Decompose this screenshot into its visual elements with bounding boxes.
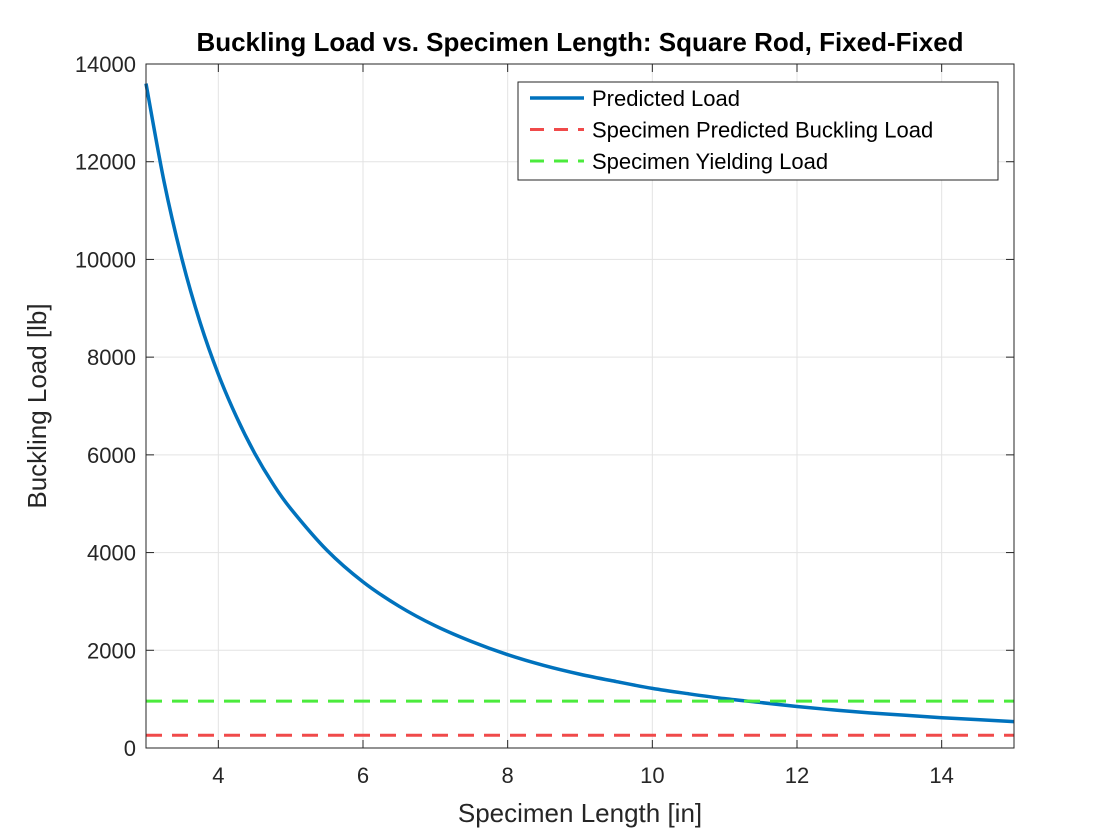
x-tick-label: 8 <box>502 763 514 788</box>
axes-box <box>145 63 1015 749</box>
x-axis-title: Specimen Length [in] <box>458 798 702 828</box>
x-tick-label: 4 <box>212 763 224 788</box>
x-tick-label: 14 <box>929 763 953 788</box>
legend-box <box>517 81 999 181</box>
y-tick-label: 2000 <box>87 638 136 663</box>
y-axis-title: Buckling Load [lb] <box>22 303 52 508</box>
axis-ticks: 4 6 8 10 12 14 0 2000 4000 6000 8000 10000 12000 1400… <box>75 52 1014 788</box>
y-tick-label: 8000 <box>87 345 136 370</box>
x-tick-label: 12 <box>785 763 809 788</box>
plot-series <box>144 83 1015 737</box>
x-tick-label: 6 <box>357 763 369 788</box>
x-tick-label: 10 <box>640 763 664 788</box>
legend-label-1: Predicted Load <box>592 86 740 111</box>
series-line-1 <box>144 83 1015 724</box>
chart-title: Buckling Load vs. Specimen Length: Squar… <box>196 27 963 57</box>
y-tick-label: 4000 <box>87 541 136 566</box>
y-tick-label: 12000 <box>75 150 136 175</box>
legend-label-3: Specimen Yielding Load <box>592 149 828 174</box>
y-tick-label: 0 <box>124 736 136 761</box>
legend: Predicted Load Specimen Predicted Bucklin… <box>517 81 999 181</box>
legend-label-2: Specimen Predicted Buckling Load <box>592 118 933 143</box>
y-tick-label: 10000 <box>75 247 136 272</box>
y-tick-label: 14000 <box>75 52 136 77</box>
y-tick-label: 6000 <box>87 443 136 468</box>
